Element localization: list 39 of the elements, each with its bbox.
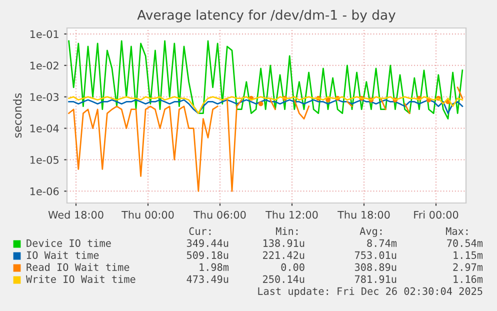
text: 221.42u bbox=[263, 251, 304, 259]
legend-label: IO Wait time bbox=[26, 251, 99, 259]
text: 70.54m bbox=[447, 239, 483, 247]
text: 308.89u bbox=[354, 263, 396, 271]
y-tick-label: 1e-01 bbox=[30, 30, 58, 38]
y-tick-label: 1e-04 bbox=[30, 124, 59, 132]
legend-label: Write IO Wait time bbox=[26, 275, 136, 283]
text: 1.16m bbox=[454, 275, 483, 283]
text: 509.18u bbox=[186, 251, 228, 259]
text: Max: bbox=[446, 227, 468, 235]
text: 0.00 bbox=[281, 263, 304, 271]
text: 1.15m bbox=[454, 251, 483, 259]
y-tick-label: 1e-03 bbox=[30, 93, 59, 101]
text: 753.01u bbox=[354, 251, 396, 259]
text: Avg: bbox=[360, 227, 382, 237]
text: 2.97m bbox=[453, 263, 483, 271]
text: 138.91u bbox=[263, 239, 304, 247]
chart-title: Average latency for /dev/dm-1 - by day bbox=[137, 10, 396, 22]
text: 781.91u bbox=[354, 275, 396, 283]
x-tick-label: Fri 00:00 bbox=[414, 210, 458, 219]
text: Cur: bbox=[189, 227, 211, 235]
x-tick-label: Thu 18:00 bbox=[338, 210, 390, 219]
x-tick-label: Thu 06:00 bbox=[194, 210, 246, 219]
text: Min: bbox=[276, 227, 298, 235]
y-axis-title: seconds bbox=[13, 93, 22, 138]
text: 473.49u bbox=[186, 275, 228, 283]
y-tick-label: 1e-06 bbox=[30, 187, 59, 196]
y-tick-label: 1e-02 bbox=[30, 62, 58, 70]
x-tick-label: Thu 12:00 bbox=[266, 210, 318, 219]
text: 8.74m bbox=[367, 239, 397, 247]
text: Last update: Fri Dec 26 02:30:04 2025 bbox=[258, 287, 482, 297]
text: 250.14u bbox=[263, 275, 304, 283]
x-tick-label: Thu 00:00 bbox=[122, 210, 174, 219]
text: 349.44u bbox=[186, 239, 228, 247]
y-tick-label: 1e-05 bbox=[30, 156, 58, 164]
legend-label: Device IO time bbox=[26, 239, 111, 247]
legend-label: Read IO Wait time bbox=[26, 263, 130, 271]
text: 1.98m bbox=[200, 263, 229, 271]
x-tick-label: Wed 18:00 bbox=[48, 210, 104, 219]
